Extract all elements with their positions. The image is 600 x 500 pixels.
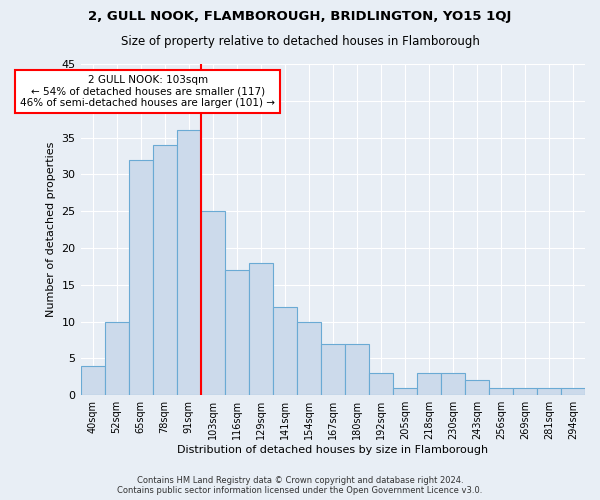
Bar: [369, 373, 393, 395]
Bar: [393, 388, 417, 395]
Bar: [465, 380, 489, 395]
Bar: [297, 322, 321, 395]
Bar: [128, 160, 152, 395]
Bar: [537, 388, 561, 395]
Bar: [321, 344, 345, 395]
Bar: [224, 270, 248, 395]
Bar: [561, 388, 585, 395]
Bar: [417, 373, 441, 395]
Bar: [513, 388, 537, 395]
Bar: [200, 211, 224, 395]
Bar: [176, 130, 200, 395]
Text: Size of property relative to detached houses in Flamborough: Size of property relative to detached ho…: [121, 35, 479, 48]
Bar: [80, 366, 104, 395]
Bar: [152, 145, 176, 395]
Bar: [441, 373, 465, 395]
Text: 2 GULL NOOK: 103sqm
← 54% of detached houses are smaller (117)
46% of semi-detac: 2 GULL NOOK: 103sqm ← 54% of detached ho…: [20, 75, 275, 108]
X-axis label: Distribution of detached houses by size in Flamborough: Distribution of detached houses by size …: [177, 445, 488, 455]
Bar: [489, 388, 513, 395]
Bar: [104, 322, 128, 395]
Text: 2, GULL NOOK, FLAMBOROUGH, BRIDLINGTON, YO15 1QJ: 2, GULL NOOK, FLAMBOROUGH, BRIDLINGTON, …: [88, 10, 512, 23]
Bar: [248, 262, 272, 395]
Bar: [272, 307, 297, 395]
Y-axis label: Number of detached properties: Number of detached properties: [46, 142, 56, 318]
Bar: [345, 344, 369, 395]
Text: Contains HM Land Registry data © Crown copyright and database right 2024.
Contai: Contains HM Land Registry data © Crown c…: [118, 476, 482, 495]
